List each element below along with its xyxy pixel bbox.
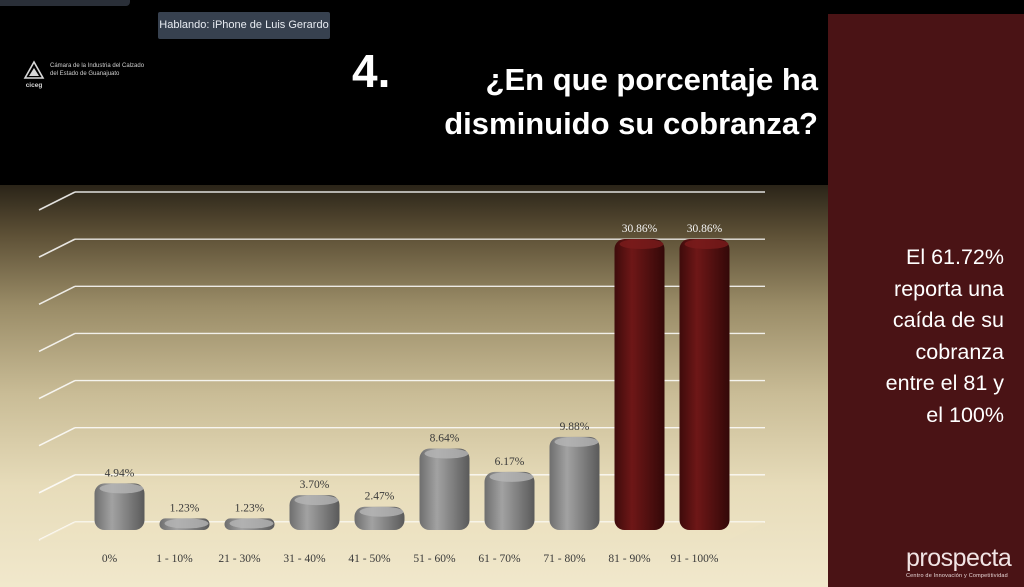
side-note: El 61.72% reporta una caída de su cobran… xyxy=(885,245,1004,427)
bar xyxy=(679,239,730,530)
bar xyxy=(614,239,665,530)
gridline-diagonal xyxy=(38,332,76,353)
x-tick-label: 21 - 30% xyxy=(218,553,261,565)
x-tick-label: 61 - 70% xyxy=(478,553,521,565)
bar-top xyxy=(359,506,404,517)
gridline-diagonal xyxy=(38,191,76,211)
bar xyxy=(94,483,145,530)
x-tick-label: 1 - 10% xyxy=(156,553,193,565)
bar-top xyxy=(294,495,339,506)
x-tick-label: 31 - 40% xyxy=(283,553,326,565)
data-label: 6.17% xyxy=(495,456,525,468)
x-tick-label: 41 - 50% xyxy=(348,553,391,565)
gridline-diagonal xyxy=(38,474,76,494)
bar xyxy=(549,436,600,530)
data-label: 9.88% xyxy=(560,421,590,433)
bar-chart: 4.94% 0% 1.23% 1 - 10% 1.23% 21 - 30% 3.70% 31 … xyxy=(38,191,765,565)
logo-mark-text: ciceg xyxy=(26,82,43,89)
brand-tagline: Centro de Innovación y Competitividad xyxy=(906,573,1008,579)
bar xyxy=(484,471,535,530)
gridline-diagonal xyxy=(38,426,76,447)
chart-area: 4.94% 0% 1.23% 1 - 10% 1.23% 21 - 30% 3.70% 31 … xyxy=(0,185,828,587)
bar-top xyxy=(619,239,664,250)
bar xyxy=(419,448,470,530)
brand-logo: prospecta xyxy=(906,544,1012,572)
gridline-diagonal xyxy=(38,285,76,306)
bar-top xyxy=(164,518,209,529)
speaker-label: Hablando: iPhone de Luis Gerardo xyxy=(158,12,330,39)
gridline-diagonal xyxy=(38,238,76,258)
question-number: 4. xyxy=(352,45,391,97)
bar-top xyxy=(684,239,729,250)
bar-top xyxy=(554,436,599,447)
ciceg-logo-icon: ciceg xyxy=(23,60,45,89)
bar-top xyxy=(489,471,534,482)
slide-title: ¿En que porcentaje ha disminuido su cobr… xyxy=(444,62,818,141)
data-label: 8.64% xyxy=(430,433,460,445)
data-label: 30.86% xyxy=(687,223,723,235)
data-label: 30.86% xyxy=(622,223,658,235)
side-panel: El 61.72% reporta una caída de su cobran… xyxy=(828,14,1024,587)
x-tick-label: 81 - 90% xyxy=(608,553,651,565)
data-label: 3.70% xyxy=(300,479,330,491)
data-label: 2.47% xyxy=(365,491,395,503)
bar-top xyxy=(424,448,469,459)
bar-top xyxy=(99,483,144,494)
x-tick-label: 71 - 80% xyxy=(543,553,586,565)
gridline-diagonal xyxy=(38,379,76,400)
data-label: 4.94% xyxy=(105,467,135,479)
x-tick-label: 0% xyxy=(102,553,118,565)
data-label: 1.23% xyxy=(170,502,200,514)
window-top-strip xyxy=(0,0,130,6)
x-tick-label: 91 - 100% xyxy=(671,553,719,565)
logo-text: Cámara de la Industria del Calzado del E… xyxy=(50,63,145,77)
bar-top xyxy=(229,518,274,529)
data-label: 1.23% xyxy=(235,502,265,514)
x-tick-label: 51 - 60% xyxy=(413,553,456,565)
ciceg-logo: ciceg Cámara de la Industria del Calzado… xyxy=(22,60,145,92)
